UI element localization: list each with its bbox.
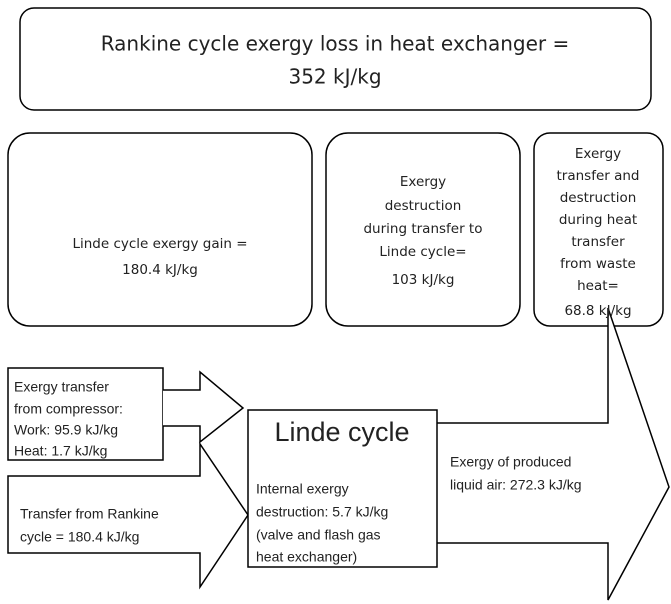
rankine-arrow <box>7 441 249 590</box>
label: transfer and <box>556 168 639 184</box>
label: Work: 95.9 kJ/kg <box>14 422 118 438</box>
label: during heat <box>559 212 637 228</box>
label: Internal exergy <box>256 481 349 497</box>
waste-heat-box <box>533 132 664 327</box>
label: Linde cycle= <box>379 244 466 260</box>
label: Linde cycle <box>274 417 409 447</box>
label: 352 kJ/kg <box>288 65 381 89</box>
top-box <box>19 7 652 111</box>
label: destruction: 5.7 kJ/kg <box>256 504 388 520</box>
label: destruction <box>385 198 462 214</box>
output-arrow <box>437 307 670 601</box>
label: cycle = 180.4 kJ/kg <box>20 529 139 545</box>
label: from waste <box>560 256 636 272</box>
label: Exergy of produced <box>450 454 571 470</box>
label: Exergy <box>400 174 446 190</box>
destruction-box <box>325 132 521 327</box>
label: 180.4 kJ/kg <box>122 262 198 278</box>
label: (valve and flash gas <box>256 527 381 543</box>
gain-box <box>7 132 313 327</box>
label: Exergy transfer <box>14 379 109 395</box>
label: heat exchanger) <box>256 549 357 565</box>
label: transfer <box>571 234 625 250</box>
label: Exergy <box>575 146 621 162</box>
label: from compressor: <box>14 401 123 417</box>
linde-box <box>247 409 438 568</box>
label: 103 kJ/kg <box>392 272 455 288</box>
compressor-arrow <box>163 370 245 444</box>
compressor-box <box>7 367 164 461</box>
label: 68.8 kJ/kg <box>564 303 631 319</box>
label: liquid air: 272.3 kJ/kg <box>450 477 582 493</box>
label: Linde cycle exergy gain = <box>72 236 247 252</box>
label: Heat: 1.7 kJ/kg <box>14 443 107 459</box>
label: during transfer to <box>363 221 482 237</box>
label: heat= <box>577 278 619 294</box>
label: Transfer from Rankine <box>20 506 159 522</box>
label: destruction <box>560 190 637 206</box>
label: Rankine cycle exergy loss in heat exchan… <box>101 32 570 56</box>
